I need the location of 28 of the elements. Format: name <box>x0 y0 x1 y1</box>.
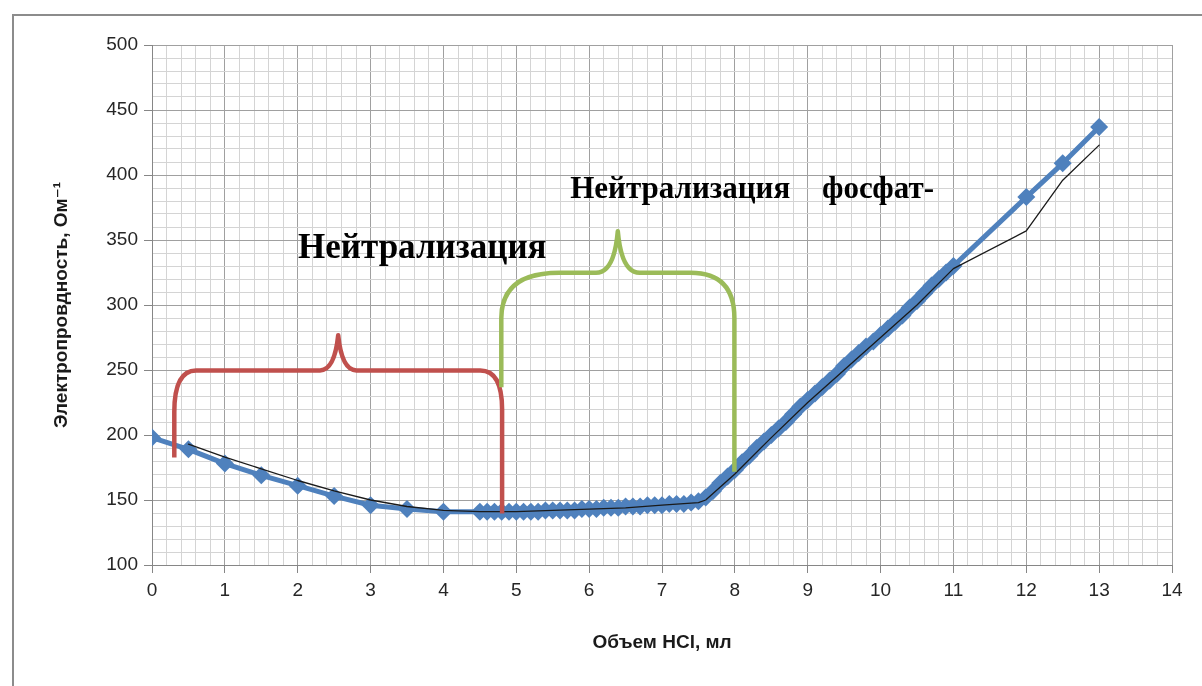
y-tick-label: 350 <box>106 228 138 250</box>
x-tick-label: 10 <box>870 578 892 600</box>
y-tick-label: 100 <box>106 553 138 575</box>
y-tick-label: 250 <box>106 358 138 380</box>
x-tick-label: 13 <box>1088 578 1110 600</box>
x-tick-label: 11 <box>943 578 964 600</box>
x-axis-title: Объем HCl, мл <box>592 630 732 652</box>
x-tick-label: 4 <box>438 578 450 600</box>
annotation: Нейтрализация <box>298 227 547 267</box>
y-tick-label: 450 <box>106 98 138 120</box>
y-tick-label: 300 <box>106 293 138 315</box>
x-tick-label: 1 <box>219 578 231 600</box>
x-tick-label: 14 <box>1161 578 1183 600</box>
y-tick-label: 200 <box>106 423 138 445</box>
y-axis-title: Электропровдность, Ом⁻¹ <box>49 181 71 429</box>
x-tick-label: 2 <box>292 578 303 600</box>
x-tick-label: 5 <box>511 578 522 600</box>
x-tick-label: 3 <box>365 578 376 600</box>
x-tick-label: 7 <box>656 578 668 600</box>
x-tick-label: 9 <box>802 578 813 600</box>
annotation: Нейтрализация фосфат- <box>570 170 935 206</box>
x-tick-label: 0 <box>146 578 158 600</box>
x-tick-label: 12 <box>1015 578 1037 600</box>
y-tick-label: 150 <box>106 488 138 510</box>
y-tick-label: 500 <box>106 33 138 55</box>
x-tick-label: 8 <box>729 578 741 600</box>
y-tick-label: 400 <box>106 163 138 185</box>
x-tick-label: 6 <box>583 578 595 600</box>
